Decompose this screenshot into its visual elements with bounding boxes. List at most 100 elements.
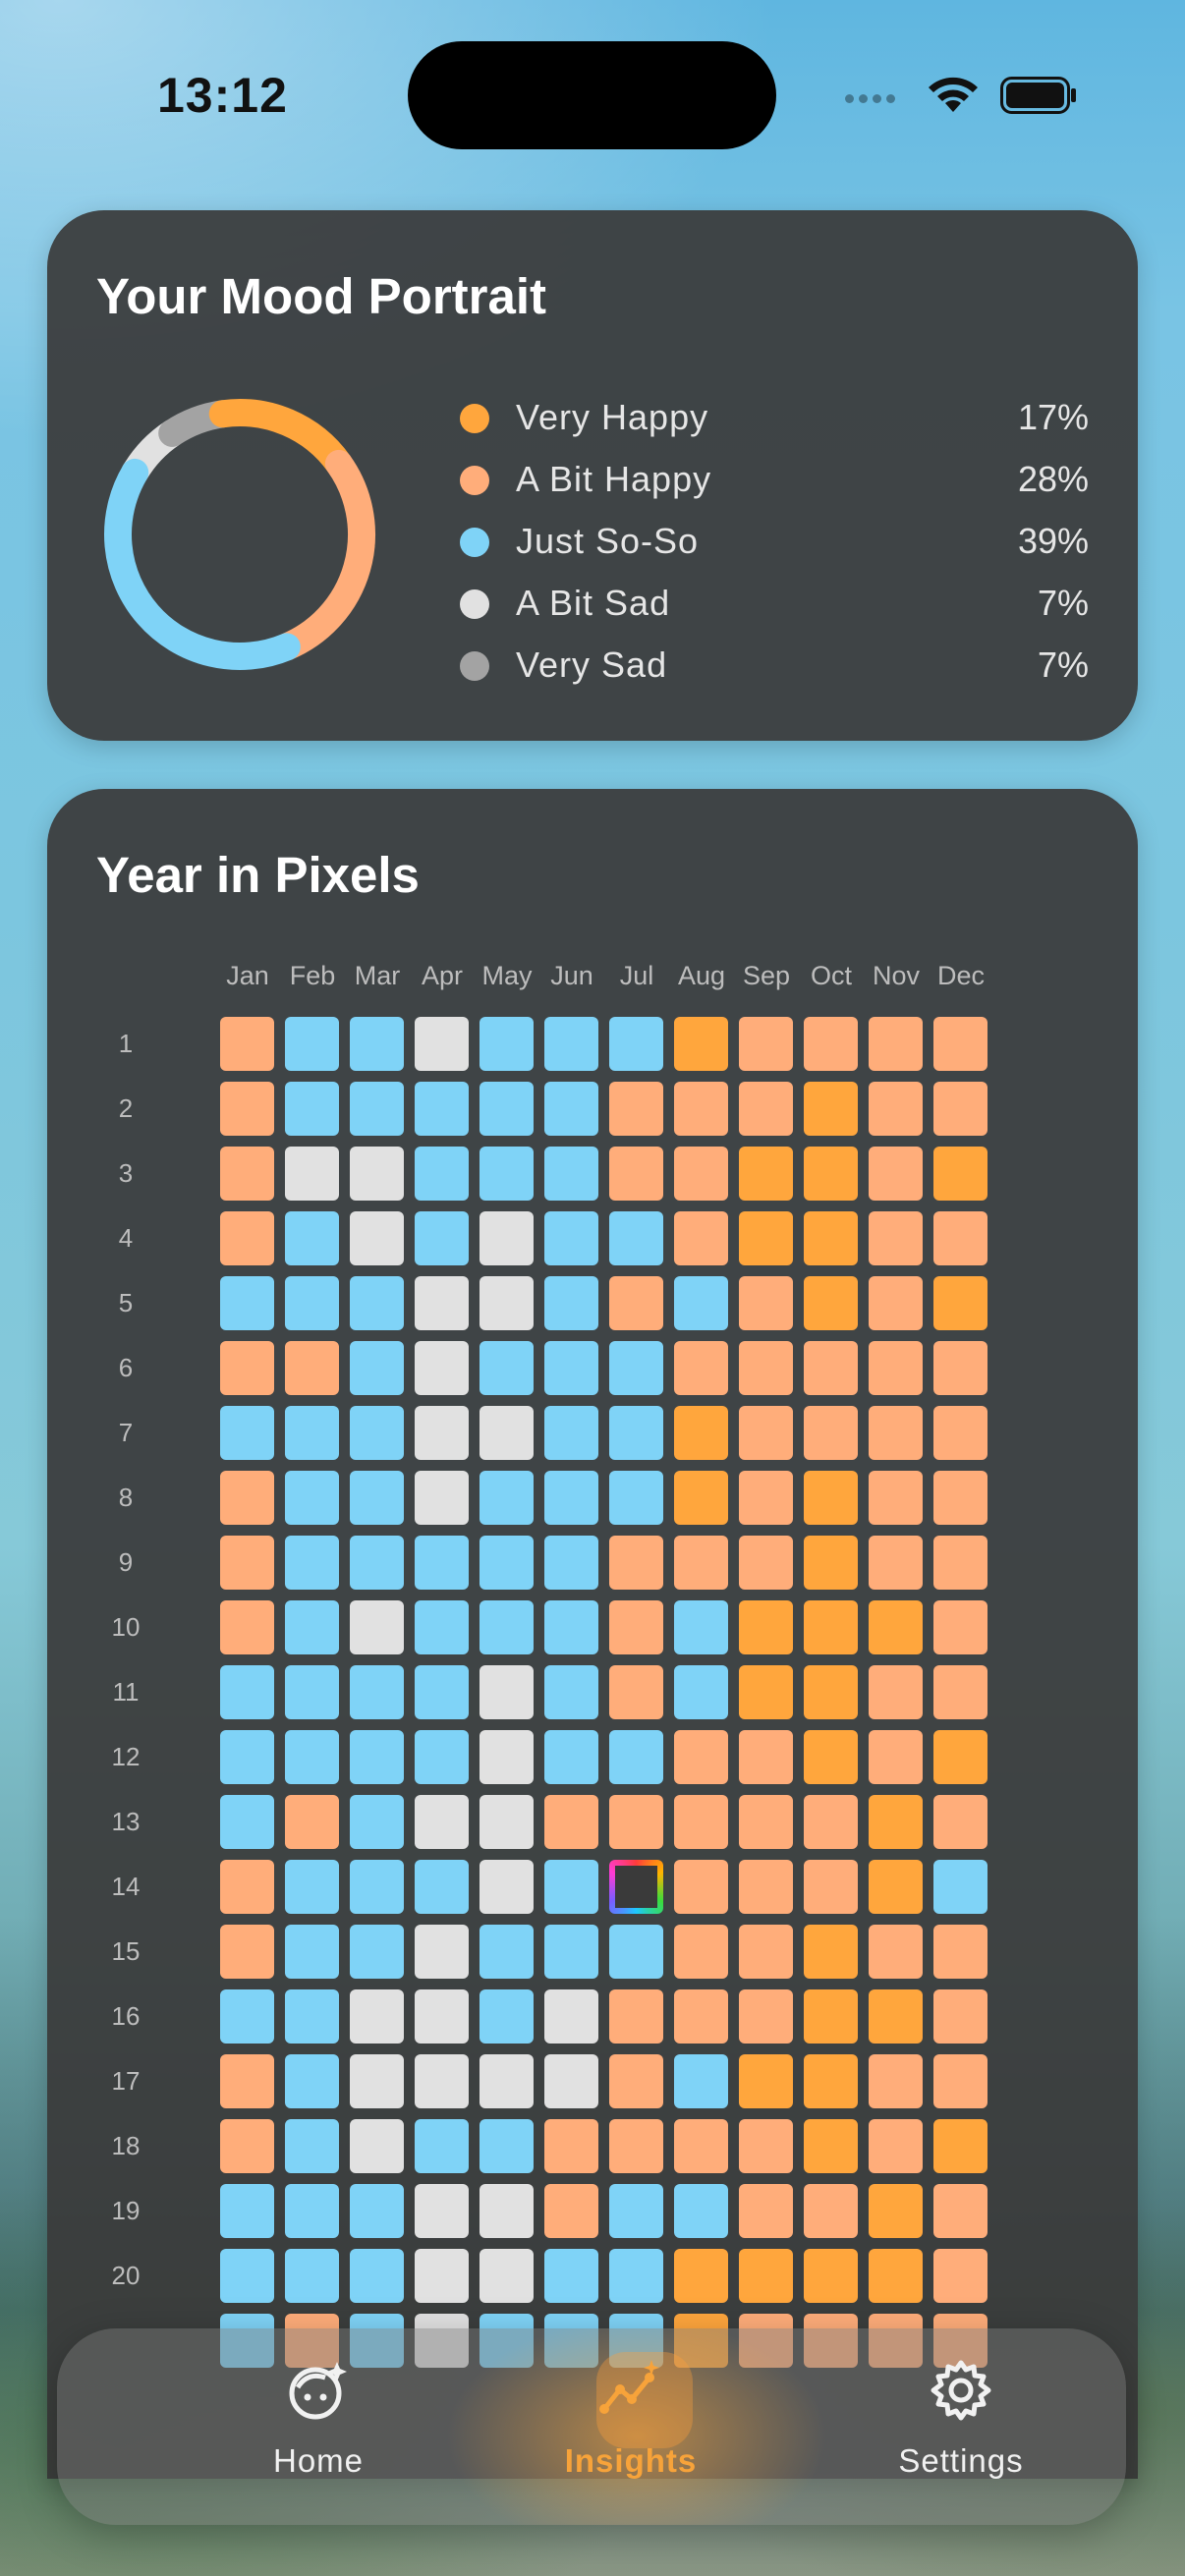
pixel-cell[interactable] xyxy=(544,1989,598,2044)
pixel-cell[interactable] xyxy=(220,1925,274,1979)
pixel-cell[interactable] xyxy=(804,2249,858,2303)
pixel-cell[interactable] xyxy=(415,1925,469,1979)
pixel-cell[interactable] xyxy=(415,1147,469,1201)
pixel-cell[interactable] xyxy=(415,2119,469,2173)
pixel-cell[interactable] xyxy=(415,1082,469,1136)
pixel-cell[interactable] xyxy=(285,1536,339,1590)
pixel-cell[interactable] xyxy=(609,1082,663,1136)
pixel-cell[interactable] xyxy=(739,1276,793,1330)
pixel-cell[interactable] xyxy=(544,1211,598,1265)
pixel-cell[interactable] xyxy=(674,1860,728,1914)
pixel-cell[interactable] xyxy=(220,1665,274,1719)
pixel-cell[interactable] xyxy=(609,2249,663,2303)
pixel-cell[interactable] xyxy=(480,1082,534,1136)
pixel-cell[interactable] xyxy=(480,1600,534,1654)
pixel-cell[interactable] xyxy=(220,1860,274,1914)
pixel-cell[interactable] xyxy=(804,1536,858,1590)
pixel-cell[interactable] xyxy=(674,2249,728,2303)
pixel-cell[interactable] xyxy=(739,1665,793,1719)
pixel-cell[interactable] xyxy=(285,1341,339,1395)
pixel-cell[interactable] xyxy=(739,1795,793,1849)
pixel-cell[interactable] xyxy=(674,1211,728,1265)
pixel-cell[interactable] xyxy=(285,2054,339,2108)
pixel-cell[interactable] xyxy=(739,1471,793,1525)
pixel-cell[interactable] xyxy=(480,1665,534,1719)
pixel-cell[interactable] xyxy=(480,2119,534,2173)
pixel-cell[interactable] xyxy=(415,1276,469,1330)
pixel-cell[interactable] xyxy=(674,1665,728,1719)
pixel-cell[interactable] xyxy=(544,1017,598,1071)
pixel-cell[interactable] xyxy=(869,1147,923,1201)
pixel-cell[interactable] xyxy=(933,1341,988,1395)
pixel-cell-today[interactable] xyxy=(609,1860,663,1914)
pixel-cell[interactable] xyxy=(804,1147,858,1201)
pixel-cell[interactable] xyxy=(285,1017,339,1071)
pixel-cell[interactable] xyxy=(933,1665,988,1719)
pixel-cell[interactable] xyxy=(544,1795,598,1849)
pixel-cell[interactable] xyxy=(285,2314,339,2368)
pixel-cell[interactable] xyxy=(933,2314,988,2368)
pixel-cell[interactable] xyxy=(350,1860,404,1914)
pixel-cell[interactable] xyxy=(415,2249,469,2303)
pixel-cell[interactable] xyxy=(544,1536,598,1590)
pixel-cell[interactable] xyxy=(415,1017,469,1071)
pixel-cell[interactable] xyxy=(869,1341,923,1395)
pixel-cell[interactable] xyxy=(285,1925,339,1979)
pixel-cell[interactable] xyxy=(480,2249,534,2303)
pixel-cell[interactable] xyxy=(415,1795,469,1849)
pixel-cell[interactable] xyxy=(285,1211,339,1265)
pixel-cell[interactable] xyxy=(933,1082,988,1136)
pixel-cell[interactable] xyxy=(220,1406,274,1460)
tab-settings[interactable]: Settings xyxy=(833,2358,1089,2505)
pixel-cell[interactable] xyxy=(869,2249,923,2303)
pixel-cell[interactable] xyxy=(869,1536,923,1590)
pixel-cell[interactable] xyxy=(674,1730,728,1784)
pixel-cell[interactable] xyxy=(480,1925,534,1979)
pixel-cell[interactable] xyxy=(285,1082,339,1136)
pixel-cell[interactable] xyxy=(220,1017,274,1071)
pixel-cell[interactable] xyxy=(480,1017,534,1071)
pixel-cell[interactable] xyxy=(285,2119,339,2173)
pixel-cell[interactable] xyxy=(869,1211,923,1265)
pixel-cell[interactable] xyxy=(544,1665,598,1719)
pixel-cell[interactable] xyxy=(415,1860,469,1914)
pixel-cell[interactable] xyxy=(350,1536,404,1590)
pixel-cell[interactable] xyxy=(609,2054,663,2108)
pixel-cell[interactable] xyxy=(350,2054,404,2108)
pixel-cell[interactable] xyxy=(609,2119,663,2173)
pixel-cell[interactable] xyxy=(544,1341,598,1395)
pixel-cell[interactable] xyxy=(674,1600,728,1654)
pixel-cell[interactable] xyxy=(739,2054,793,2108)
pixel-cell[interactable] xyxy=(739,2184,793,2238)
pixel-cell[interactable] xyxy=(609,1795,663,1849)
pixel-cell[interactable] xyxy=(350,2184,404,2238)
pixel-cell[interactable] xyxy=(285,1471,339,1525)
pixel-cell[interactable] xyxy=(674,2184,728,2238)
pixel-cell[interactable] xyxy=(220,1211,274,1265)
pixel-cell[interactable] xyxy=(674,1536,728,1590)
pixel-cell[interactable] xyxy=(609,1211,663,1265)
pixel-cell[interactable] xyxy=(674,1341,728,1395)
pixel-cell[interactable] xyxy=(609,1925,663,1979)
pixel-cell[interactable] xyxy=(609,1665,663,1719)
pixel-cell[interactable] xyxy=(674,1017,728,1071)
pixel-cell[interactable] xyxy=(544,1276,598,1330)
pixel-cell[interactable] xyxy=(609,1989,663,2044)
pixel-cell[interactable] xyxy=(220,1989,274,2044)
pixel-cell[interactable] xyxy=(933,2054,988,2108)
pixel-cell[interactable] xyxy=(804,2184,858,2238)
pixel-cell[interactable] xyxy=(869,1017,923,1071)
pixel-cell[interactable] xyxy=(804,1860,858,1914)
pixel-cell[interactable] xyxy=(350,1471,404,1525)
pixel-cell[interactable] xyxy=(285,1276,339,1330)
pixel-cell[interactable] xyxy=(220,1147,274,1201)
pixel-cell[interactable] xyxy=(415,1211,469,1265)
pixel-cell[interactable] xyxy=(220,1730,274,1784)
pixel-cell[interactable] xyxy=(869,2314,923,2368)
pixel-cell[interactable] xyxy=(415,1730,469,1784)
pixel-cell[interactable] xyxy=(739,1989,793,2044)
pixel-cell[interactable] xyxy=(544,2054,598,2108)
pixel-cell[interactable] xyxy=(480,1341,534,1395)
pixel-cell[interactable] xyxy=(804,1925,858,1979)
pixel-cell[interactable] xyxy=(544,1082,598,1136)
